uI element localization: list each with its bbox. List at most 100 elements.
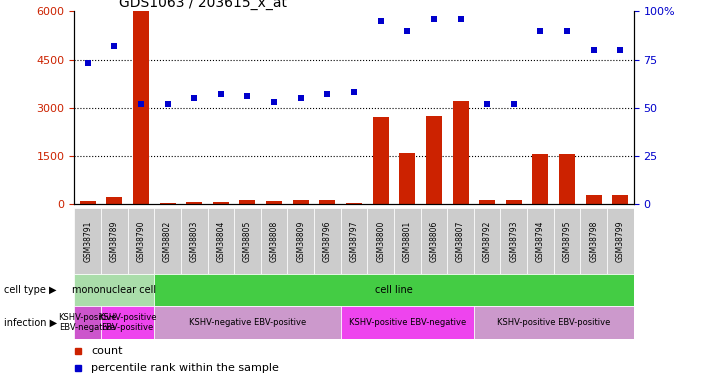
Bar <box>341 306 474 339</box>
Point <box>135 101 147 107</box>
Bar <box>527 208 554 274</box>
Bar <box>394 208 421 274</box>
Bar <box>213 202 229 204</box>
Text: count: count <box>91 346 122 356</box>
Bar <box>506 200 522 204</box>
Point <box>455 16 466 22</box>
Bar <box>292 200 309 204</box>
Bar <box>341 208 367 274</box>
Bar <box>559 154 575 204</box>
Text: cell line: cell line <box>375 285 413 295</box>
Bar <box>607 208 634 274</box>
Bar <box>399 153 416 204</box>
Point <box>242 93 253 99</box>
Bar <box>127 208 154 274</box>
Text: GSM38792: GSM38792 <box>483 220 491 262</box>
Text: infection ▶: infection ▶ <box>4 318 57 327</box>
Bar <box>106 197 122 204</box>
Point <box>481 101 493 107</box>
Point <box>108 43 120 49</box>
Bar <box>133 11 149 204</box>
Text: GSM38798: GSM38798 <box>589 220 598 262</box>
Bar <box>261 208 287 274</box>
Point <box>375 18 387 24</box>
Point <box>321 91 333 97</box>
Point <box>215 91 227 97</box>
Bar <box>479 200 495 204</box>
Point <box>428 16 440 22</box>
Bar <box>421 208 447 274</box>
Bar <box>447 208 474 274</box>
Bar <box>74 306 101 339</box>
Bar <box>581 208 607 274</box>
Text: GSM38795: GSM38795 <box>563 220 571 262</box>
Bar <box>154 306 341 339</box>
Bar <box>159 203 176 204</box>
Text: KSHV-positive
EBV-negative: KSHV-positive EBV-negative <box>58 313 117 332</box>
Bar <box>154 208 181 274</box>
Bar <box>239 200 256 204</box>
Bar <box>186 202 202 204</box>
Text: KSHV-positive EBV-positive: KSHV-positive EBV-positive <box>497 318 610 327</box>
Bar <box>207 208 234 274</box>
Text: GSM38789: GSM38789 <box>110 220 119 262</box>
Text: GSM38807: GSM38807 <box>456 220 465 262</box>
Text: GSM38802: GSM38802 <box>163 220 172 262</box>
Point <box>188 95 200 101</box>
Text: GSM38799: GSM38799 <box>616 220 625 262</box>
Text: GSM38804: GSM38804 <box>217 220 225 262</box>
Text: GSM38794: GSM38794 <box>536 220 545 262</box>
Text: GSM38808: GSM38808 <box>270 220 278 262</box>
Bar <box>372 117 389 204</box>
Text: GSM38805: GSM38805 <box>243 220 252 262</box>
Point <box>268 99 280 105</box>
Bar <box>612 195 628 204</box>
Text: GSM38796: GSM38796 <box>323 220 332 262</box>
Point <box>82 60 93 66</box>
Bar <box>474 208 501 274</box>
Text: KSHV-positive EBV-negative: KSHV-positive EBV-negative <box>348 318 466 327</box>
Bar <box>80 201 96 204</box>
Point <box>348 89 360 95</box>
Bar <box>452 101 469 204</box>
Bar <box>367 208 394 274</box>
Point <box>588 47 600 53</box>
Text: GSM38797: GSM38797 <box>350 220 358 262</box>
Bar <box>319 200 336 204</box>
Bar <box>266 201 282 204</box>
Text: GSM38791: GSM38791 <box>83 220 92 262</box>
Text: GSM38793: GSM38793 <box>509 220 518 262</box>
Bar <box>474 306 634 339</box>
Point <box>401 28 413 34</box>
Text: GSM38800: GSM38800 <box>376 220 385 262</box>
Bar <box>181 208 207 274</box>
Point <box>535 28 546 34</box>
Bar <box>501 208 527 274</box>
Point <box>162 101 173 107</box>
Text: percentile rank within the sample: percentile rank within the sample <box>91 363 279 373</box>
Point <box>615 47 626 53</box>
Bar <box>101 208 127 274</box>
Text: GSM38803: GSM38803 <box>190 220 199 262</box>
Bar <box>314 208 341 274</box>
Text: GSM38806: GSM38806 <box>430 220 438 262</box>
Point <box>561 28 573 34</box>
Text: KSHV-negative EBV-positive: KSHV-negative EBV-positive <box>189 318 306 327</box>
Bar <box>532 153 549 204</box>
Text: cell type ▶: cell type ▶ <box>4 285 56 295</box>
Bar <box>74 274 154 306</box>
Text: GSM38801: GSM38801 <box>403 220 412 262</box>
Bar <box>346 203 362 204</box>
Bar <box>234 208 261 274</box>
Bar <box>586 195 602 204</box>
Bar <box>74 208 101 274</box>
Text: GSM38790: GSM38790 <box>137 220 145 262</box>
Point <box>295 95 307 101</box>
Point <box>508 101 520 107</box>
Bar <box>287 208 314 274</box>
Bar <box>154 274 634 306</box>
Text: mononuclear cell: mononuclear cell <box>72 285 156 295</box>
Bar <box>554 208 581 274</box>
Bar <box>426 116 442 204</box>
Bar <box>101 306 154 339</box>
